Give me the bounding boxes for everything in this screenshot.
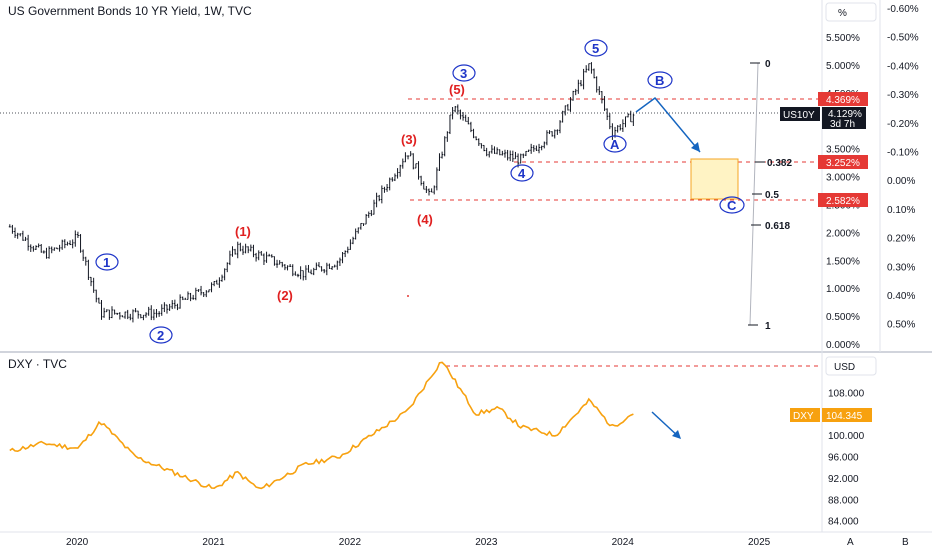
time-axis[interactable]: 2020 2021 2022 2023 2024 2025 (66, 537, 771, 548)
dxy-title: DXY · TVC (8, 357, 67, 371)
yield-tick-label: 5.000% (826, 61, 860, 72)
yield-tick-label: 3.500% (826, 145, 860, 156)
label-4369: 4.369% (826, 95, 860, 106)
yield-tick-label: 1.500% (826, 256, 860, 267)
wave-label-b: B (655, 73, 664, 88)
us10y-tag-label: US10Y (783, 110, 815, 121)
arrow-head-icon (691, 142, 700, 152)
auto-scale-button[interactable]: A (847, 537, 854, 548)
dxy-tag (790, 408, 820, 422)
dxy-price-badge[interactable] (822, 408, 872, 422)
wave-label-4: 4 (518, 166, 526, 181)
spread-tick-label: -0.50% (887, 33, 919, 44)
dxy-tick-label: 100.000 (828, 431, 865, 442)
log-scale-button[interactable]: B (902, 537, 909, 548)
fib-label-0382: 0.382 (767, 158, 792, 169)
wave-label-r4: (4) (417, 212, 433, 227)
label-3252: 3.252% (826, 158, 860, 169)
wave-labels-blue: 1 2 3 4 5 A B C (95, 39, 745, 344)
label-4369-badge[interactable] (818, 92, 868, 106)
spread-tick-label: 0.20% (887, 234, 915, 245)
wave-label-r1: (1) (235, 224, 251, 239)
dxy-tick-label: 96.000 (828, 453, 859, 464)
spread-tick-label: -0.20% (887, 119, 919, 130)
label-2582-badge[interactable] (818, 193, 868, 207)
dxy-tick-label: 92.000 (828, 474, 859, 485)
wave-label-3: 3 (460, 66, 467, 81)
spread-tick-label: 0.40% (887, 291, 915, 302)
spread-tick-label: -0.30% (887, 90, 919, 101)
yield-tick-label: 3.000% (826, 173, 860, 184)
label-2582: 2.582% (826, 196, 860, 207)
spread-tick-label: 0.30% (887, 262, 915, 273)
us10y-price-badge[interactable] (822, 107, 866, 129)
fib-label-0: 0 (765, 59, 771, 70)
wave-label-r3: (3) (401, 132, 417, 147)
dxy-series[interactable] (9, 361, 634, 490)
dxy-arrow-head-icon (672, 430, 681, 439)
fib-label-05: 0.5 (765, 190, 779, 201)
wave-label-r5: (5) (449, 82, 465, 97)
spread-axis[interactable]: -0.60% -0.50% -0.40% -0.30% -0.20% -0.10% 0.00… (887, 4, 919, 331)
spread-tick-label: 0.50% (887, 320, 915, 331)
time-tick-label: 2021 (202, 537, 225, 548)
spread-tick-label: 0.10% (887, 205, 915, 216)
percent-unit-button[interactable] (825, 2, 877, 22)
yield-tick-label: 5.500% (826, 33, 860, 44)
dxy-line (9, 361, 634, 490)
wave-label-r2: (2) (277, 288, 293, 303)
time-tick-label: 2025 (748, 537, 771, 548)
us10y-price-value: 4.129% (828, 109, 862, 120)
dxy-price-value: 104.345 (826, 411, 863, 422)
usd-unit-button[interactable] (825, 356, 877, 376)
spread-tick-label: -0.40% (887, 61, 919, 72)
dxy-tick-label: 84.000 (828, 517, 859, 528)
us10y-tag (780, 107, 820, 121)
yield-tick-label: 1.000% (826, 284, 860, 295)
label-3252-badge[interactable] (818, 155, 868, 169)
yield-candles[interactable] (8, 62, 635, 323)
spread-tick-label: -0.60% (887, 4, 919, 15)
dxy-tick-label: 88.000 (828, 495, 859, 506)
spread-tick-label: -0.10% (887, 148, 919, 159)
wave-labels-red: (1) (2) (3) (4) (5) (235, 82, 465, 303)
wave-label-c: C (727, 198, 737, 213)
wave-label-1: 1 (103, 255, 110, 270)
time-tick-label: 2020 (66, 537, 89, 548)
chart-title: US Government Bonds 10 YR Yield, 1W, TVC (8, 4, 252, 18)
spread-tick-label: 0.00% (887, 176, 915, 187)
dxy-tag-label: DXY (793, 411, 814, 422)
usd-unit-label: USD (834, 362, 855, 373)
yield-tick-label: 2.000% (826, 228, 860, 239)
target-zone[interactable] (690, 158, 739, 200)
wave-label-a: A (610, 137, 620, 152)
yield-tick-label: 0.000% (826, 340, 860, 351)
projection-arrow-b[interactable] (635, 96, 701, 153)
wave-label-2: 2 (157, 328, 164, 343)
time-tick-label: 2024 (612, 537, 635, 548)
wave-label-5: 5 (592, 41, 599, 56)
percent-unit-label: % (838, 8, 847, 19)
marker-dot (407, 295, 409, 297)
time-tick-label: 2022 (339, 537, 362, 548)
us10y-countdown: 3d 7h (830, 119, 855, 130)
fib-label-1: 1 (765, 321, 771, 332)
time-tick-label: 2023 (475, 537, 498, 548)
fib-label-0618: 0.618 (765, 221, 790, 232)
yield-tick-label: 0.500% (826, 312, 860, 323)
dxy-tick-label: 108.000 (828, 388, 865, 399)
